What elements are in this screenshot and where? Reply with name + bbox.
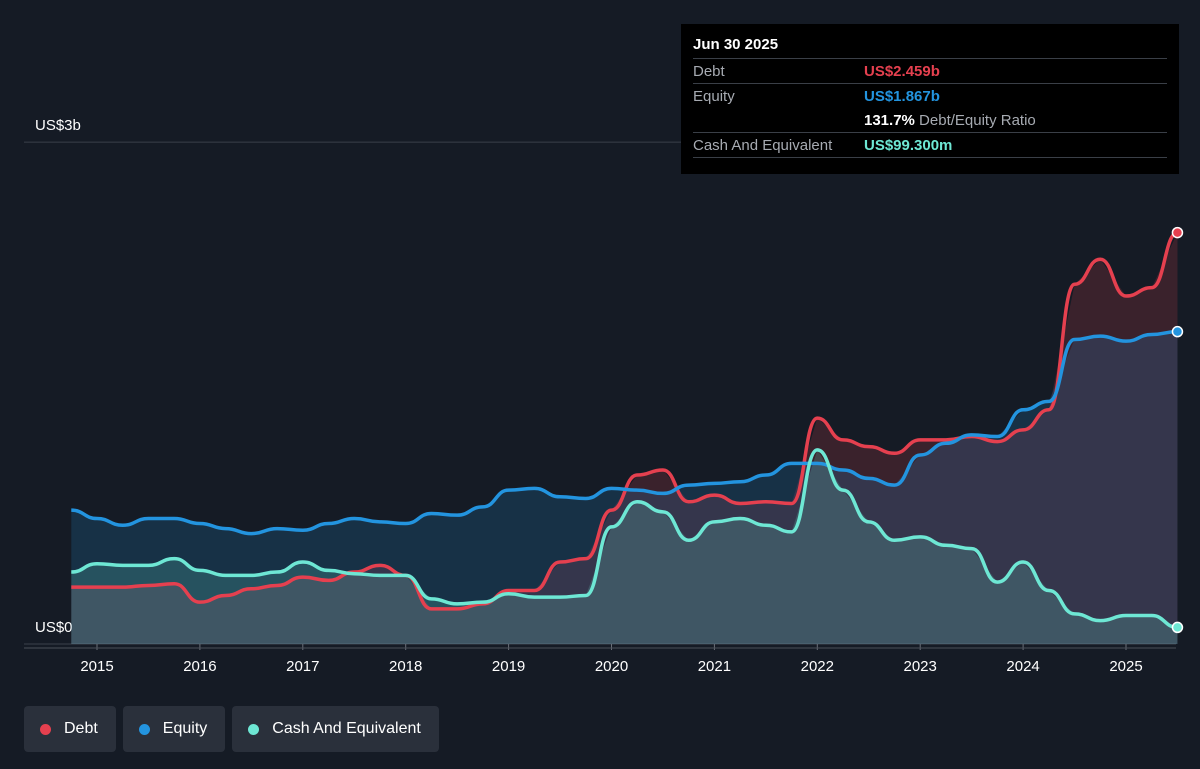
- x-tick-label: 2018: [389, 658, 422, 675]
- legend-label: Debt: [64, 720, 98, 737]
- tooltip-row: Cash And Equivalent US$99.300m: [693, 132, 1167, 158]
- tooltip-row: 131.7% Debt/Equity Ratio: [693, 108, 1167, 132]
- legend-label: Cash And Equivalent: [272, 720, 421, 737]
- tooltip-value: US$1.867b: [864, 87, 940, 105]
- tooltip-row: Equity US$1.867b: [693, 83, 1167, 108]
- y-tick-label: US$0: [35, 619, 73, 636]
- line: [71, 448, 1178, 630]
- legend-item[interactable]: Equity: [122, 706, 226, 752]
- area: [71, 331, 1178, 644]
- x-tick-label: 2015: [80, 658, 113, 675]
- x-tick-label: 2019: [492, 658, 525, 675]
- x-tick-label: 2021: [698, 658, 731, 675]
- tooltip-row: Debt US$2.459b: [693, 58, 1167, 83]
- line: [71, 230, 1179, 611]
- tooltip: Jun 30 2025 Debt US$2.459b Equity US$1.867…: [681, 24, 1179, 174]
- area: [71, 449, 1178, 644]
- line: [71, 329, 1178, 536]
- legend-swatch: [40, 723, 51, 735]
- x-tick-label: 2024: [1006, 658, 1039, 675]
- tooltip-value: US$2.459b: [864, 62, 940, 80]
- x-tick-label: 2016: [183, 658, 216, 675]
- end-dot: [1171, 226, 1184, 239]
- end-dot: [1171, 621, 1184, 634]
- x-tick-label: 2025: [1109, 658, 1142, 675]
- legend-swatch: [138, 723, 150, 735]
- legend-item[interactable]: Debt: [24, 706, 116, 752]
- tooltip-key: Debt: [693, 62, 725, 80]
- tooltip-key: Cash And Equivalent: [693, 136, 833, 154]
- x-tick-label: 2020: [595, 658, 628, 675]
- x-tick-label: 2022: [801, 658, 834, 675]
- legend-swatch: [248, 723, 260, 735]
- ratio-label: Debt/Equity Ratio: [919, 111, 1036, 129]
- end-dot: [1171, 325, 1184, 338]
- x-tick-label: 2017: [286, 658, 319, 675]
- x-tick-label: 2023: [904, 658, 937, 675]
- tooltip-date: Jun 30 2025: [693, 36, 779, 53]
- y-tick-label: US$3b: [35, 117, 81, 134]
- legend-item[interactable]: Cash And Equivalent: [232, 706, 439, 752]
- legend-label: Equity: [162, 720, 208, 737]
- legend: Debt Equity Cash And Equivalent: [24, 706, 439, 752]
- tooltip-key: Equity: [693, 87, 735, 105]
- tooltip-value: US$99.300m: [864, 136, 953, 154]
- ratio: 131.7%: [864, 111, 915, 129]
